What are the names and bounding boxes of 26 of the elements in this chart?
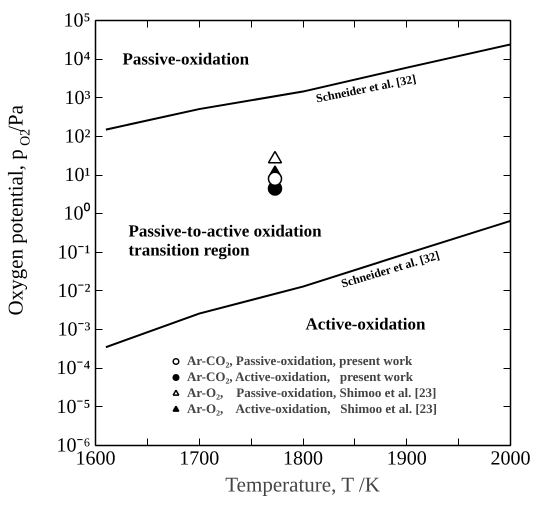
x-tick-label: 1800 xyxy=(283,448,323,470)
y-tick-label: 10⁵ xyxy=(64,10,91,32)
x-tick-label: 1700 xyxy=(179,448,220,470)
y-tick-label: 10¹ xyxy=(64,164,91,186)
y-tick-label: 10⁻¹ xyxy=(58,241,91,264)
x-tick-label: 1900 xyxy=(386,448,427,470)
annotation: Active-oxidation xyxy=(306,314,426,334)
y-tick-label: 10² xyxy=(64,125,91,148)
annotation: Schneider et al. [32] xyxy=(314,72,418,106)
y-tick-label: 10⁻² xyxy=(58,280,91,302)
y-axis-title: Oxygen potential, pO2/Pa xyxy=(4,104,34,316)
y-tick-label: 10⁴ xyxy=(64,48,91,70)
annotation: Schneider et al. [32] xyxy=(339,248,442,290)
y-tick-label: 10⁰ xyxy=(64,202,90,225)
y-tick-label: 10⁻⁴ xyxy=(56,357,91,380)
annotation: Passive-to-active oxidation transition region xyxy=(128,222,322,260)
legend-label: Ar-CO₂, Active-oxidation, present work xyxy=(186,369,413,385)
annotation: Passive-oxidation xyxy=(122,50,250,68)
y-tick-label: 10⁻⁵ xyxy=(56,396,91,418)
y-tick-label: 10³ xyxy=(64,86,91,109)
y-tick-label: 10⁻³ xyxy=(58,318,91,341)
x-axis-title: Temperature, T /K xyxy=(225,472,380,496)
legend-label: Ar-O₂, Active-oxidation, Shimoo et al. [23] xyxy=(186,401,438,417)
legend-label: Ar-CO₂, Passive-oxidation, present work xyxy=(186,353,412,369)
x-tick-label: 2000 xyxy=(490,448,530,470)
legend-label: Ar-O₂, Passive-oxidation, Shimoo et al. [23] xyxy=(186,385,436,401)
